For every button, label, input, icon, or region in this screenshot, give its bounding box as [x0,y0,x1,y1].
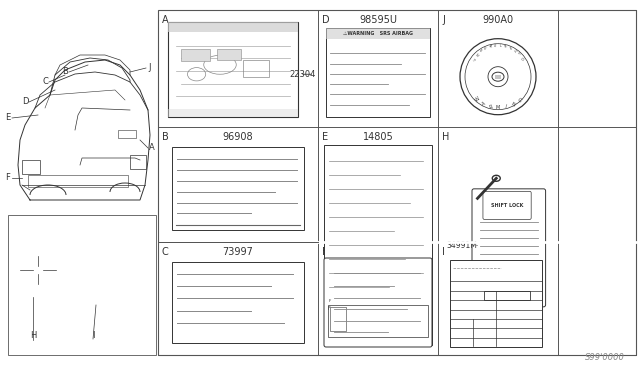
Text: N: N [509,101,515,107]
Bar [105,258,125,270]
FancyBboxPatch shape [324,258,432,347]
Text: E: E [5,113,11,122]
Text: ⚠WARNING   SRS AIRBAG: ⚠WARNING SRS AIRBAG [343,31,413,36]
Text: E: E [322,132,328,142]
Text: 98595U: 98595U [359,15,397,25]
FancyBboxPatch shape [483,191,531,219]
Bar [168,109,298,117]
Text: I: I [92,331,94,340]
Text: T: T [470,57,475,61]
Text: M: M [496,105,500,110]
Text: H: H [513,49,518,54]
Text: B: B [162,132,169,142]
Text: N: N [474,52,479,57]
Text: H: H [30,331,36,340]
Text: E: E [509,46,513,51]
Text: F: F [6,173,10,183]
Bar [172,262,304,343]
Text: B: B [62,67,68,77]
Bar [158,10,636,355]
Bar [81,293,111,315]
Bar [130,155,146,169]
Text: A: A [149,144,155,153]
Text: SHIFT LOCK: SHIFT LOCK [491,203,524,208]
Bar [28,175,128,187]
Bar [22,160,40,174]
Text: A: A [162,15,168,25]
Bar [218,49,241,60]
Bar [495,75,501,79]
Bar [81,258,101,270]
Text: E: E [494,44,497,48]
Bar [326,28,430,117]
Text: 34991M: 34991M [446,241,477,250]
Text: R: R [488,104,493,110]
FancyBboxPatch shape [472,189,545,307]
Text: 22304: 22304 [290,70,316,79]
Bar [484,291,530,300]
Text: J: J [148,64,151,73]
Text: C: C [42,77,48,87]
Bar [168,22,298,32]
Text: D: D [322,15,330,25]
Bar [168,22,298,117]
Text: O: O [521,57,526,61]
Bar [450,260,542,347]
Text: W: W [474,96,481,103]
Bar [13,225,151,245]
Text: J: J [442,15,445,25]
Text: 96908M: 96908M [358,247,397,257]
Text: I: I [442,247,445,257]
Text: D: D [22,97,28,106]
Text: H: H [442,132,449,142]
Text: 96908: 96908 [223,132,253,142]
Bar [181,49,210,61]
Bar [78,255,128,285]
Text: I: I [504,104,507,109]
Text: F: F [322,247,328,257]
Bar [8,215,156,355]
Text: 14805: 14805 [363,132,394,142]
Text: 990A0: 990A0 [483,15,513,25]
Text: A: A [488,45,492,49]
Text: F: F [328,306,331,311]
Text: E: E [478,49,483,54]
Text: C: C [162,247,169,257]
Bar [118,130,136,138]
Bar [172,147,304,230]
Bar [328,305,428,337]
Text: S99'0000: S99'0000 [585,353,625,362]
Text: 99090: 99090 [483,247,513,257]
Text: L: L [500,44,502,48]
Text: R: R [504,45,508,49]
Circle shape [460,39,536,115]
Bar [330,307,346,331]
Text: A: A [481,101,486,107]
Text: F: F [329,299,332,302]
Text: G: G [516,97,522,103]
Bar [326,28,430,39]
Bar [324,145,432,345]
Bar [243,60,269,77]
Text: T: T [518,52,522,57]
Text: V: V [483,46,487,51]
Text: 73997: 73997 [223,247,253,257]
